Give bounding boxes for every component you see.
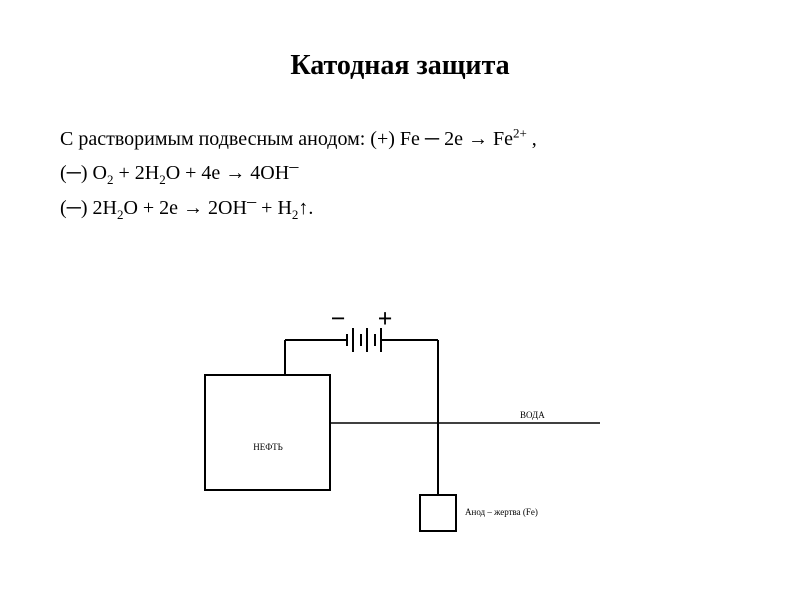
- eq1-sign: (+): [370, 128, 395, 150]
- eq1-charge: 2+: [513, 125, 527, 140]
- eq1-rest: Fe ─ 2e → Fe: [395, 128, 513, 150]
- eq3-sign: (─): [60, 197, 88, 219]
- eq2-c: O + 4e → 4OH: [166, 162, 290, 184]
- eq3-c: + H: [256, 197, 292, 219]
- water-label: ВОДА: [520, 410, 545, 420]
- eq3-arrowup: ↑.: [298, 197, 313, 219]
- eq2-a: O: [88, 162, 107, 184]
- plus-icon: +: [378, 305, 393, 333]
- eq2-b: + 2H: [113, 162, 159, 184]
- tank-rect: [205, 375, 330, 490]
- eq1-prefix: С растворимым подвесным анодом:: [60, 128, 370, 150]
- equation-line-2: (─) O2 + 2H2O + 4e → 4OH─: [60, 156, 740, 191]
- anode-rect: [420, 495, 456, 531]
- eq3-minus: ─: [247, 194, 256, 209]
- eq3-b: O + 2e → 2OH: [123, 197, 247, 219]
- equation-line-3: (─) 2H2O + 2e → 2OH─ + H2↑.: [60, 191, 740, 226]
- eq2-minus: ─: [289, 159, 298, 174]
- page-title: Катодная защита: [0, 0, 800, 82]
- anode-label: Анод – жертва (Fe): [465, 507, 538, 517]
- tank-label: НЕФТЬ: [253, 442, 283, 452]
- cathodic-protection-diagram: НЕФТЬ ВОДА Анод – жертва (Fe) − +: [160, 305, 640, 565]
- eq3-a: 2H: [88, 197, 117, 219]
- minus-icon: −: [331, 305, 346, 333]
- equation-line-1: С растворимым подвесным анодом: (+) Fe ─…: [60, 122, 740, 156]
- eq2-sign: (─): [60, 162, 88, 184]
- page: Катодная защита С растворимым подвесным …: [0, 0, 800, 600]
- eq1-comma: ,: [527, 128, 537, 150]
- equations-block: С растворимым подвесным анодом: (+) Fe ─…: [60, 122, 740, 226]
